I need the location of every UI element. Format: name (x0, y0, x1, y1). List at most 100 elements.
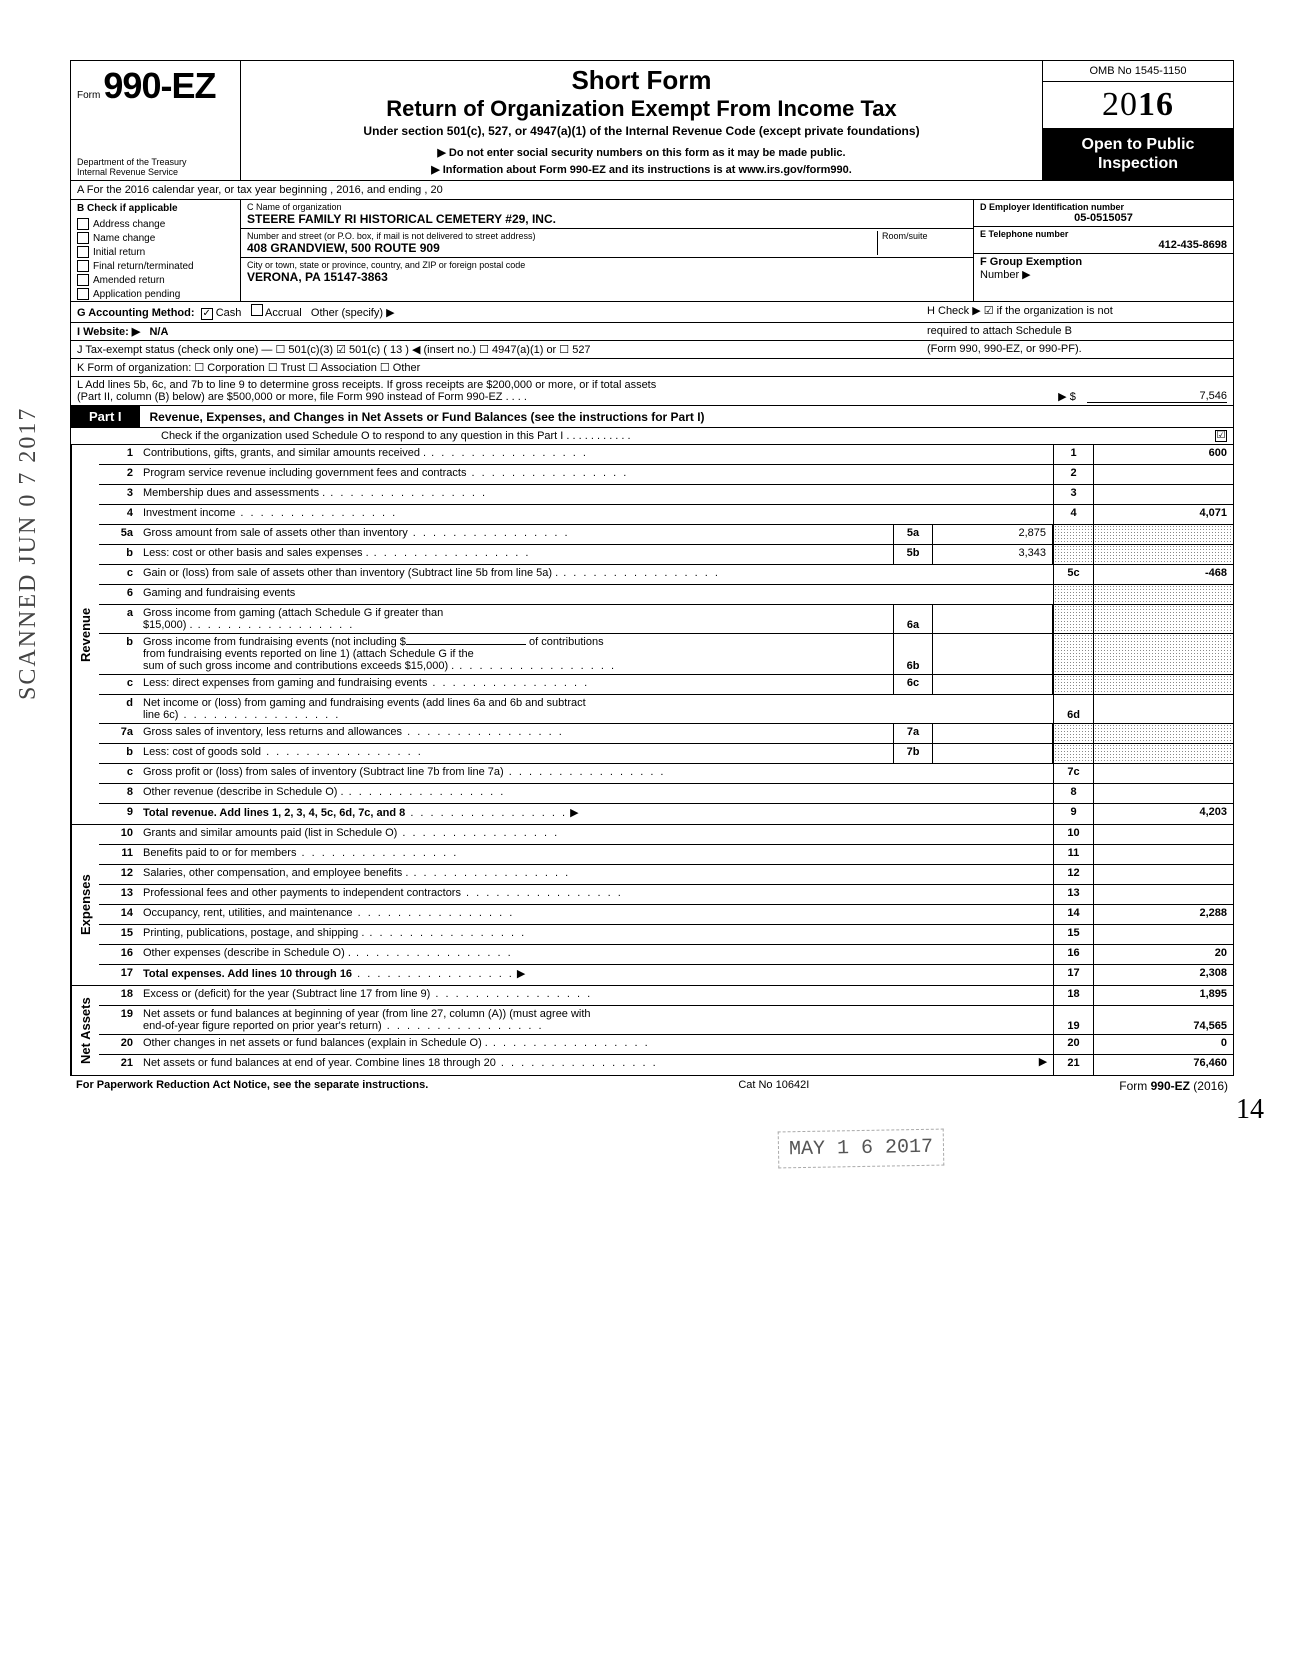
label-website: I Website: ▶ (77, 326, 140, 338)
line-14-desc: Occupancy, rent, utilities, and maintena… (139, 905, 1053, 924)
label-ein: D Employer Identification number (980, 202, 1227, 212)
title-subtitle: Under section 501(c), 527, or 4947(a)(1)… (251, 124, 1032, 138)
line-7a-val (933, 724, 1053, 743)
line-18-desc: Excess or (deficit) for the year (Subtra… (139, 986, 1053, 1005)
label-phone: E Telephone number (980, 229, 1227, 239)
form-prefix: Form (77, 90, 100, 101)
row-k-org-form: K Form of organization: ☐ Corporation ☐ … (70, 359, 1234, 377)
handwritten-page-number: 14 (1236, 1094, 1264, 1126)
line-8-val (1093, 784, 1233, 803)
line-15-val (1093, 925, 1233, 944)
chk-initial-return[interactable] (77, 246, 89, 258)
line-6a-val (933, 605, 1053, 633)
scan-stamp: SCANNED JUN 0 7 2017 (15, 407, 42, 700)
l-amount: 7,546 (1087, 390, 1227, 403)
org-city: VERONA, PA 15147-3863 (247, 270, 967, 284)
line-19-desc2: end-of-year figure reported on prior yea… (143, 1020, 1049, 1032)
line-18-val: 1,895 (1093, 986, 1233, 1005)
h-line3: (Form 990, 990-EZ, or 990-PF). (927, 343, 1082, 355)
label-accounting: G Accounting Method: (77, 307, 195, 319)
line-4-val: 4,071 (1093, 505, 1233, 524)
ein-value: 05-0515057 (980, 212, 1227, 224)
line-7a-desc: Gross sales of inventory, less returns a… (139, 724, 893, 743)
chk-final-return[interactable] (77, 260, 89, 272)
line-5b-desc: Less: cost or other basis and sales expe… (139, 545, 893, 564)
footer-form-no: Form 990-EZ (2016) (1119, 1079, 1228, 1093)
line-6d-val (1093, 695, 1233, 723)
line-1-desc: Contributions, gifts, grants, and simila… (139, 445, 1053, 464)
col-b-checkboxes: B Check if applicable Address change Nam… (71, 200, 241, 301)
line-19-desc1: Net assets or fund balances at beginning… (143, 1008, 1049, 1020)
note-info: ▶ Information about Form 990-EZ and its … (251, 163, 1032, 176)
line-19-val: 74,565 (1093, 1006, 1233, 1034)
line-6b-val (933, 634, 1053, 674)
part-i-tab: Part I (71, 406, 140, 427)
line-4-desc: Investment income (139, 505, 1053, 524)
part-i-title: Revenue, Expenses, and Changes in Net As… (140, 410, 705, 424)
footer-cat-no: Cat No 10642I (738, 1079, 809, 1093)
form-number: 990-EZ (103, 65, 215, 106)
line-2-val (1093, 465, 1233, 484)
line-11-desc: Benefits paid to or for members (139, 845, 1053, 864)
line-6c-val (933, 675, 1053, 694)
title-short-form: Short Form (251, 65, 1032, 96)
line-6c-desc: Less: direct expenses from gaming and fu… (139, 675, 893, 694)
chk-amended[interactable] (77, 274, 89, 286)
line-6a-desc1: Gross income from gaming (attach Schedul… (143, 607, 889, 619)
line-20-desc: Other changes in net assets or fund bala… (139, 1035, 1053, 1054)
line-10-val (1093, 825, 1233, 844)
line-6b-desc3: sum of such gross income and contributio… (143, 660, 889, 672)
line-14-val: 2,288 (1093, 905, 1233, 924)
line-17-desc: Total expenses. Add lines 10 through 16 (143, 968, 352, 980)
line-20-val: 0 (1093, 1035, 1233, 1054)
line-3-desc: Membership dues and assessments . (139, 485, 1053, 504)
line-21-val: 76,460 (1093, 1055, 1233, 1075)
phone-value: 412-435-8698 (980, 239, 1227, 251)
line-15-desc: Printing, publications, postage, and shi… (139, 925, 1053, 944)
form-header: Form 990-EZ Department of the Treasury I… (70, 60, 1234, 181)
chk-pending[interactable] (77, 288, 89, 300)
h-line2: required to attach Schedule B (927, 325, 1072, 337)
org-name: STEERE FAMILY RI HISTORICAL CEMETERY #29… (247, 212, 967, 226)
b-heading: B Check if applicable (71, 200, 240, 217)
line-12-val (1093, 865, 1233, 884)
l-text1: L Add lines 5b, 6c, and 7b to line 9 to … (77, 379, 1047, 391)
chk-name-change[interactable] (77, 232, 89, 244)
org-address: 408 GRANDVIEW, 500 ROUTE 909 (247, 241, 877, 255)
line-21-desc: Net assets or fund balances at end of ye… (139, 1055, 1033, 1075)
received-stamp: MAY 1 6 2017 (778, 1129, 945, 1169)
line-5a-val: 2,875 (933, 525, 1053, 544)
row-a-calendar-year: A For the 2016 calendar year, or tax yea… (70, 181, 1234, 200)
line-16-val: 20 (1093, 945, 1233, 964)
label-city: City or town, state or province, country… (247, 260, 967, 270)
line-5c-desc: Gain or (loss) from sale of assets other… (139, 565, 1053, 584)
side-expenses: Expenses (71, 825, 99, 985)
chk-cash[interactable]: ✓ (201, 308, 213, 320)
note-ssn: ▶ Do not enter social security numbers o… (251, 146, 1032, 159)
line-3-val (1093, 485, 1233, 504)
line-6b-desc2: from fundraising events reported on line… (143, 648, 889, 660)
l-text2: (Part II, column (B) below) are $500,000… (77, 391, 1047, 403)
line-5a-desc: Gross amount from sale of assets other t… (139, 525, 893, 544)
l-arrow: ▶ $ (1047, 390, 1087, 403)
line-6a-desc2: $15,000) . (143, 619, 889, 631)
open-public-badge: Open to PublicInspection (1043, 129, 1233, 180)
sched-o-text: Check if the organization used Schedule … (161, 430, 631, 442)
omb-number: OMB No 1545-1150 (1043, 61, 1233, 82)
tax-year: 20201616 (1043, 82, 1233, 129)
label-address: Number and street (or P.O. box, if mail … (247, 231, 877, 241)
side-net-assets: Net Assets (71, 986, 99, 1075)
line-6-desc: Gaming and fundraising events (139, 585, 1053, 604)
line-7c-desc: Gross profit or (loss) from sales of inv… (139, 764, 1053, 783)
line-2-desc: Program service revenue including govern… (139, 465, 1053, 484)
footer-paperwork: For Paperwork Reduction Act Notice, see … (76, 1079, 428, 1093)
dept-irs: Internal Revenue Service (77, 168, 187, 178)
line-9-val: 4,203 (1093, 804, 1233, 824)
chk-address-change[interactable] (77, 218, 89, 230)
chk-sched-o[interactable]: ☑ (1215, 430, 1227, 442)
label-org-name: C Name of organization (247, 202, 967, 212)
line-6b-desc1: Gross income from fundraising events (no… (143, 636, 406, 648)
chk-accrual[interactable] (251, 304, 263, 316)
line-13-val (1093, 885, 1233, 904)
line-9-desc: Total revenue. Add lines 1, 2, 3, 4, 5c,… (143, 807, 405, 819)
